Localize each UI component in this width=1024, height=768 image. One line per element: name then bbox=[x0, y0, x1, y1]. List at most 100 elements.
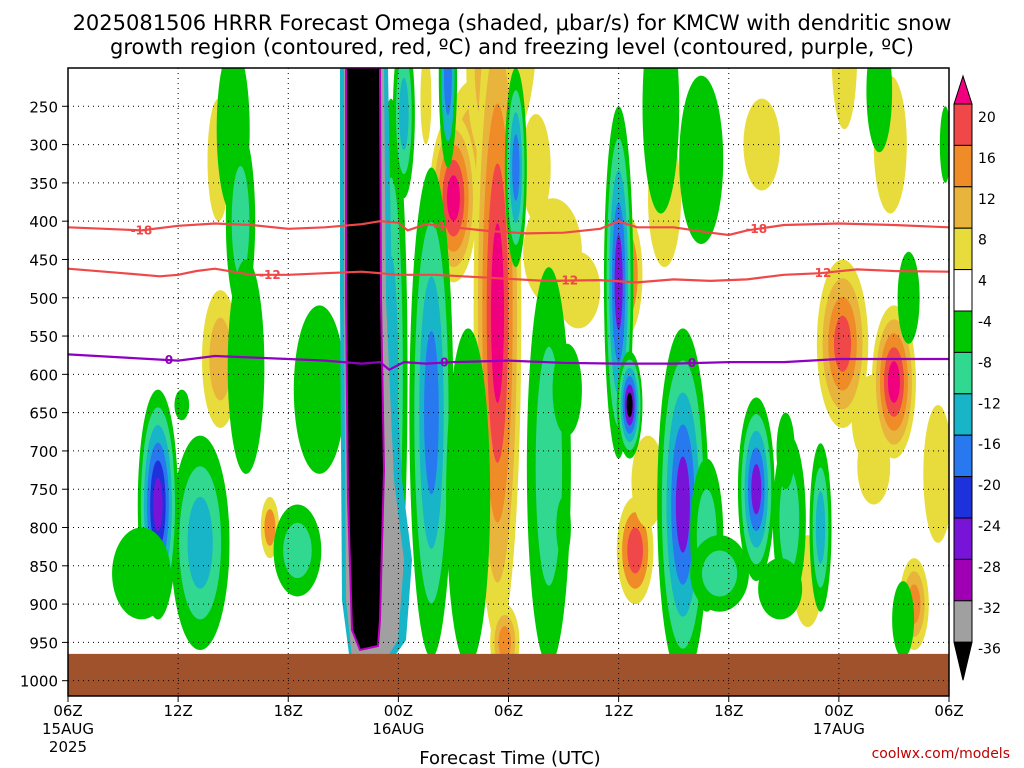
y-tick-900: 900 bbox=[29, 596, 58, 614]
omega-blob-20-red bbox=[833, 315, 852, 372]
contour-label--18-0: -18 bbox=[131, 223, 153, 237]
omega-blob-0-yellow bbox=[521, 113, 551, 222]
colorbar-swatch-12 bbox=[953, 558, 973, 602]
omega-blob-44-blue bbox=[512, 134, 520, 201]
omega-blob-29-orange bbox=[498, 625, 512, 659]
omega-blob-7-pink bbox=[446, 175, 460, 222]
contour-label-0-0: 0 bbox=[165, 353, 173, 367]
colorbar-label-4: 4 bbox=[978, 274, 987, 290]
colorbar-swatch-10 bbox=[953, 476, 973, 519]
omega-blob-55-green bbox=[758, 558, 803, 620]
contour-label-0-1: 0 bbox=[440, 356, 448, 370]
x-axis-label: Forecast Time (UTC) bbox=[419, 748, 600, 768]
contour-label--12-1: -12 bbox=[556, 274, 578, 288]
omega-blob-59-green bbox=[866, 68, 893, 153]
colorbar-swatch-9 bbox=[953, 434, 973, 478]
y-tick-500: 500 bbox=[29, 290, 58, 308]
chart-title-line1: 2025081506 HRRR Forecast Omega (shaded, … bbox=[73, 11, 952, 35]
omega-blob-33-green bbox=[174, 389, 190, 421]
omega-blob-19-yellow bbox=[420, 68, 432, 145]
y-tick-450: 450 bbox=[29, 251, 58, 269]
colorbar-swatch-8 bbox=[953, 393, 973, 436]
omega-blob-49-purple bbox=[675, 456, 690, 553]
colorbar-swatch-2 bbox=[953, 144, 973, 188]
omega-blob-22-yellow bbox=[857, 427, 891, 505]
x-date-42: 17AUG bbox=[813, 720, 865, 738]
contour-label--18-2: -18 bbox=[745, 222, 767, 236]
omega-blob-42-blue bbox=[443, 68, 452, 116]
y-tick-850: 850 bbox=[29, 558, 58, 576]
y-tick-300: 300 bbox=[29, 137, 58, 155]
ground-below-surface bbox=[68, 653, 949, 696]
x-year-0: 2025 bbox=[49, 738, 87, 756]
omega-blob-12-yellow bbox=[743, 98, 781, 191]
omega-blob-14-yellow bbox=[831, 68, 857, 130]
y-tick-1000: 1000 bbox=[20, 673, 58, 691]
omega-blob-51-teal bbox=[701, 550, 738, 597]
y-tick-800: 800 bbox=[29, 520, 58, 538]
omega-blob-6-yellow bbox=[556, 251, 601, 329]
ascent-column-core bbox=[345, 68, 386, 652]
omega-blob-53-teal bbox=[779, 469, 800, 571]
omega-blob-17-gold bbox=[209, 317, 232, 401]
omega-blob-58-green bbox=[679, 75, 724, 245]
x-tick-0: 06Z bbox=[53, 702, 82, 720]
colorbar: 20 16 12 8 4 -4 -8 -12 -16 -20 -24 -28 -32 -36 bbox=[953, 74, 1001, 681]
colorbar-swatch-7 bbox=[953, 351, 973, 395]
y-tick-950: 950 bbox=[29, 634, 58, 652]
colorbar-swatch-4 bbox=[953, 227, 973, 271]
y-tick-600: 600 bbox=[29, 366, 58, 384]
omega-blob-56-cyan bbox=[815, 491, 826, 564]
y-tick-700: 700 bbox=[29, 443, 58, 461]
x-date-18: 16AUG bbox=[372, 720, 424, 738]
plot-area: -18 -18 -18 -12 -12 -12 0 0 0 bbox=[68, 68, 949, 696]
contour-label-0-2: 0 bbox=[688, 356, 696, 370]
contour-0 bbox=[68, 353, 949, 372]
omega-blob-54-green bbox=[776, 412, 795, 490]
y-tick-400: 400 bbox=[29, 213, 58, 231]
contour-label--12-0: -12 bbox=[259, 268, 281, 282]
colorbar-label-1: 16 bbox=[978, 151, 996, 167]
omega-blob-48-black bbox=[626, 392, 633, 418]
colorbar-swatch-3 bbox=[953, 186, 973, 229]
omega-blob-60-green bbox=[939, 106, 949, 183]
x-tick-18: 00Z bbox=[384, 702, 413, 720]
colorbar-bottom-arrow bbox=[953, 641, 973, 681]
omega-blob-10-yellow bbox=[631, 435, 665, 528]
omega-blob-9-red bbox=[627, 527, 644, 574]
colorbar-top-arrow bbox=[953, 74, 973, 105]
y-tick-550: 550 bbox=[29, 328, 58, 346]
contour-label--18-1: -18 bbox=[433, 219, 455, 233]
omega-shading bbox=[112, 68, 949, 696]
x-tick-36: 18Z bbox=[714, 702, 743, 720]
colorbar-label-11: -28 bbox=[978, 560, 1001, 576]
colorbar-swatch-5 bbox=[953, 269, 973, 312]
chart-title-line2: growth region (contoured, red, ºC) and f… bbox=[110, 35, 914, 59]
x-tick-6: 12Z bbox=[163, 702, 192, 720]
x-date-0: 15AUG bbox=[42, 720, 94, 738]
omega-blob-41-cyan bbox=[399, 77, 409, 151]
omega-blob-31-purple bbox=[153, 478, 163, 532]
contour-label--12-2: -12 bbox=[810, 266, 832, 280]
colorbar-label-6: -8 bbox=[978, 355, 992, 371]
colorbar-swatch-13 bbox=[953, 600, 973, 643]
colorbar-swatch-11 bbox=[953, 517, 973, 560]
temperature-contours: -18 -18 -18 -12 -12 -12 0 0 0 bbox=[68, 219, 949, 372]
omega-blob-24-yellow bbox=[923, 404, 949, 543]
credit-text: coolwx.com/models bbox=[872, 746, 1010, 762]
y-tick-750: 750 bbox=[29, 481, 58, 499]
y-tick-250: 250 bbox=[29, 98, 58, 116]
colorbar-label-7: -12 bbox=[978, 396, 1001, 412]
omega-blob-30-cyan bbox=[187, 496, 213, 589]
colorbar-label-8: -16 bbox=[978, 437, 1001, 453]
omega-blob-35-teal bbox=[231, 166, 250, 277]
x-tick-24: 06Z bbox=[494, 702, 523, 720]
x-tick-12: 18Z bbox=[274, 702, 303, 720]
omega-blob-52-purple bbox=[751, 464, 762, 515]
omega-blob-32-green bbox=[112, 527, 171, 620]
omega-blob-18-orange bbox=[264, 509, 276, 546]
omega-blob-40-blue bbox=[424, 330, 439, 495]
omega-blob-4-pink bbox=[490, 223, 504, 403]
